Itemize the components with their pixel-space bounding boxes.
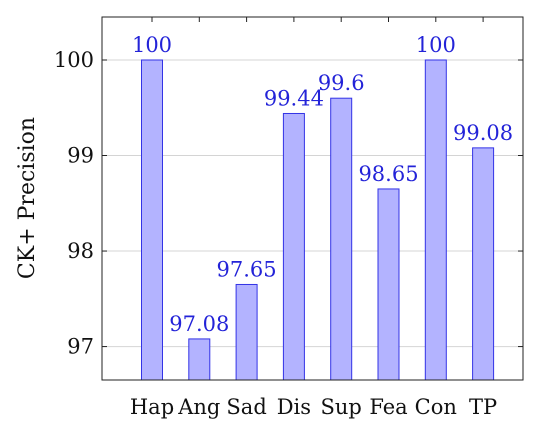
bars [141,59,495,381]
y-tick-label: 100 [54,48,94,72]
bar-hap [141,59,163,381]
y-tick-label: 98 [67,239,94,263]
data-label-hap: 100 [132,33,172,57]
data-label-fea: 98.65 [358,162,418,186]
data-label-con: 100 [416,33,456,57]
plot-frame [101,16,524,381]
x-tick-label: Con [415,395,457,419]
y-tick-label: 99 [67,144,94,168]
data-label-ang: 97.08 [169,312,229,336]
x-tick-label: Sad [226,395,266,419]
y-axis-label: CK+ Precision [15,117,40,279]
bar-dis [282,112,305,381]
bar-tp [472,147,495,381]
x-axis-ticks: Hap Ang Sad Dis Sup Fea Con TP [130,17,497,419]
x-tick-label: Dis [277,395,311,419]
bar-con [424,59,447,381]
data-label-sad: 97.65 [217,257,277,281]
data-label-tp: 99.08 [453,121,513,145]
x-tick-label: Ang [177,395,220,419]
y-tick-label: 97 [67,335,94,359]
data-label-dis: 99.44 [264,86,324,110]
grid-lines [102,59,523,348]
bar-fea [377,188,400,381]
bar-sup [330,97,353,381]
data-label-sup: 99.6 [318,71,365,95]
x-tick-label: TP [469,395,497,419]
x-tick-label: Fea [369,395,407,419]
x-tick-label: Hap [130,395,174,419]
bar-sad [235,283,258,381]
x-tick-label: Sup [321,395,362,419]
y-axis-ticks: 97 98 99 100 [54,48,523,359]
bar-ang [188,338,211,381]
